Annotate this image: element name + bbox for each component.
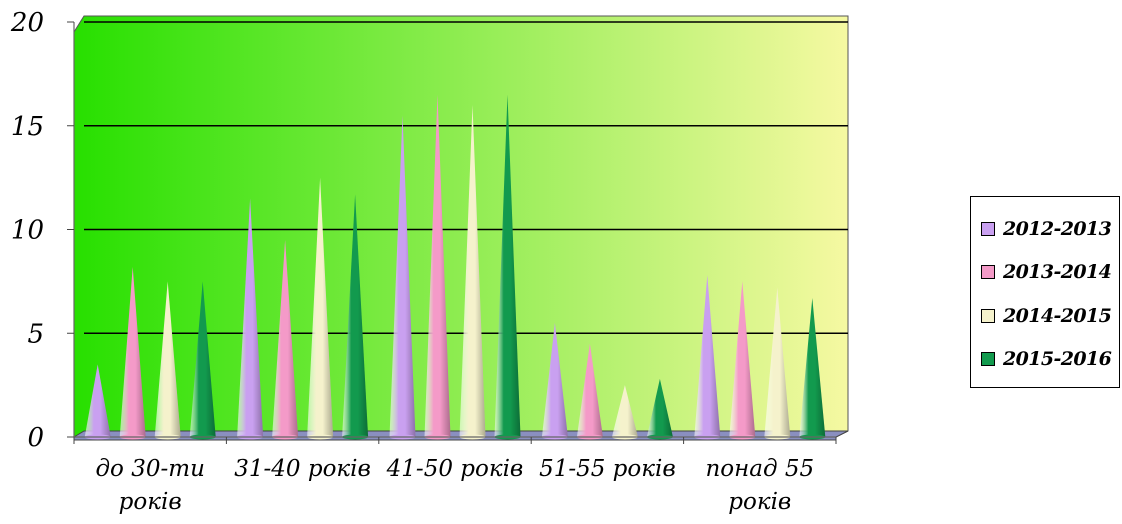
bar-shade (237, 198, 264, 437)
bar-shade (272, 239, 299, 437)
legend-swatch (981, 352, 995, 367)
y-axis-ticks: 0 5 10 15 20 (10, 8, 74, 453)
plot-area (73, 15, 849, 438)
bar-shade (799, 297, 826, 437)
legend-label: 2013-2014 (1003, 261, 1112, 284)
legend-label: 2012-2013 (1003, 217, 1112, 240)
x-tick-label: понад 55 років (705, 456, 814, 515)
legend-item: 2012-2013 (981, 207, 1119, 251)
y-tick-label: 0 (27, 423, 44, 453)
legend-swatch (981, 308, 995, 323)
bar-shade (459, 105, 486, 437)
x-tick-label: 41-50 років (386, 456, 524, 482)
legend: 2012-2013 2013-2014 2014-2015 2015-2016 (970, 196, 1120, 388)
legend-item: 2015-2016 (981, 338, 1119, 382)
x-tick-label: до 30-ти років (95, 456, 204, 515)
bar-shade (84, 364, 111, 437)
bar-shade (576, 343, 603, 437)
bar-shade (611, 385, 638, 437)
bar-shade (729, 281, 756, 437)
bar-shade (646, 378, 673, 437)
legend-label: 2014-2015 (1003, 304, 1112, 327)
x-tick-label: 51-55 років (539, 456, 676, 482)
bar-shade (764, 287, 791, 437)
y-tick-label: 15 (11, 112, 44, 142)
legend-swatch (981, 265, 995, 280)
legend-item: 2013-2014 (981, 251, 1119, 295)
legend-label: 2015-2016 (1003, 348, 1112, 371)
plot-background (73, 15, 849, 438)
bar-shade (424, 94, 451, 437)
bar-shade (189, 281, 216, 437)
y-tick-label: 5 (27, 319, 44, 349)
bar-shade (494, 94, 521, 437)
y-tick-label: 20 (10, 8, 44, 38)
bar-shade (541, 322, 568, 437)
x-axis-ticks: до 30-ти років 31-40 років 41-50 років 51-55… (73, 437, 837, 515)
y-tick-label: 10 (11, 216, 44, 246)
bar-shade (119, 266, 146, 437)
legend-item: 2014-2015 (981, 294, 1119, 338)
bar-shade (389, 115, 416, 437)
x-tick-label: 31-40 років (234, 456, 371, 482)
bar-shade (342, 194, 369, 437)
legend-swatch (981, 221, 995, 236)
bar-shade (307, 177, 334, 437)
bars (84, 94, 826, 440)
bar-shade (154, 281, 181, 437)
bar-shade (694, 275, 721, 437)
